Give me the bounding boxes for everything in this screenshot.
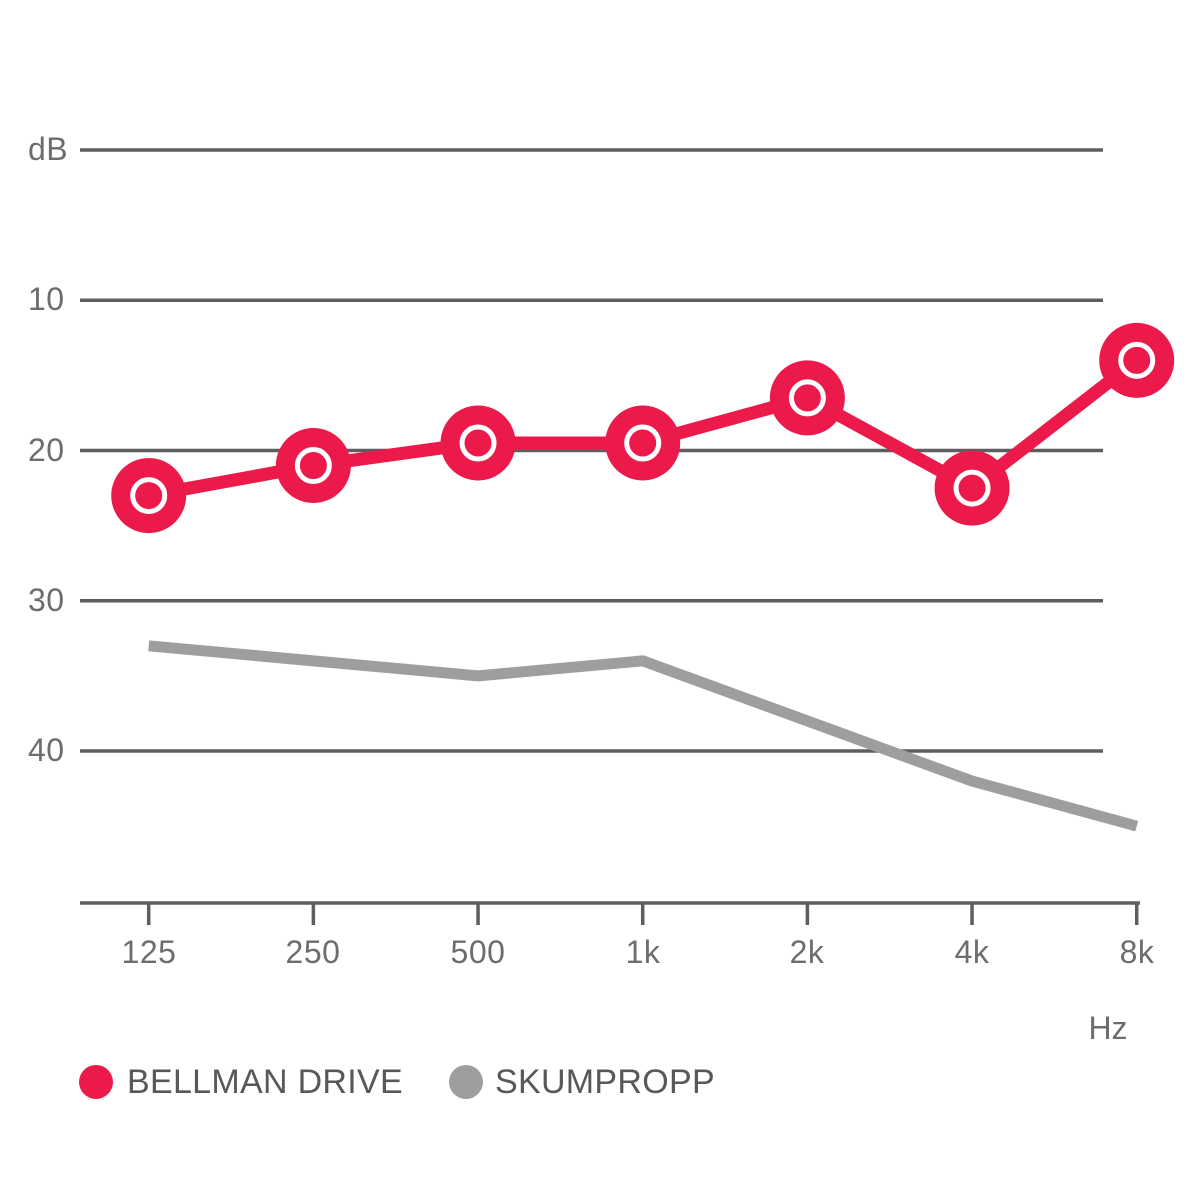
- y-tick-label-40: 40: [28, 731, 65, 768]
- data-point-marker: [440, 405, 516, 481]
- x-tick-label-250: 250: [285, 934, 341, 970]
- x-axis: [80, 901, 1140, 925]
- data-point-marker: [934, 450, 1010, 526]
- x-tick-label-500: 500: [450, 934, 506, 970]
- y-axis-unit-label: dB: [28, 130, 69, 167]
- legend-swatch-skumpropp: [449, 1065, 483, 1099]
- x-tick-label-2k: 2k: [789, 934, 825, 970]
- legend-label-bellman-drive: BELLMAN DRIVE: [127, 1063, 403, 1101]
- x-tick-label-1k: 1k: [625, 934, 661, 970]
- data-point-marker: [275, 428, 351, 504]
- x-tick-label-8k: 8k: [1119, 934, 1155, 970]
- y-tick-label-10: 10: [28, 280, 65, 317]
- data-point-marker: [111, 458, 187, 534]
- x-tick-label-125: 125: [121, 934, 177, 970]
- y-tick-label-30: 30: [28, 581, 65, 618]
- legend-swatch-bellman-drive: [79, 1065, 113, 1099]
- data-point-marker: [1099, 322, 1175, 398]
- series-skumpropp: [148, 640, 1139, 832]
- series-bellman-drive: [111, 322, 1175, 534]
- gridlines: [80, 148, 1103, 753]
- data-point-marker: [769, 360, 845, 436]
- y-tick-label-20: 20: [28, 431, 65, 468]
- x-tick-label-4k: 4k: [954, 934, 990, 970]
- data-point-marker: [605, 405, 681, 481]
- x-axis-unit-label: Hz: [1088, 1010, 1128, 1046]
- legend-label-skumpropp: SKUMPROPP: [495, 1063, 715, 1101]
